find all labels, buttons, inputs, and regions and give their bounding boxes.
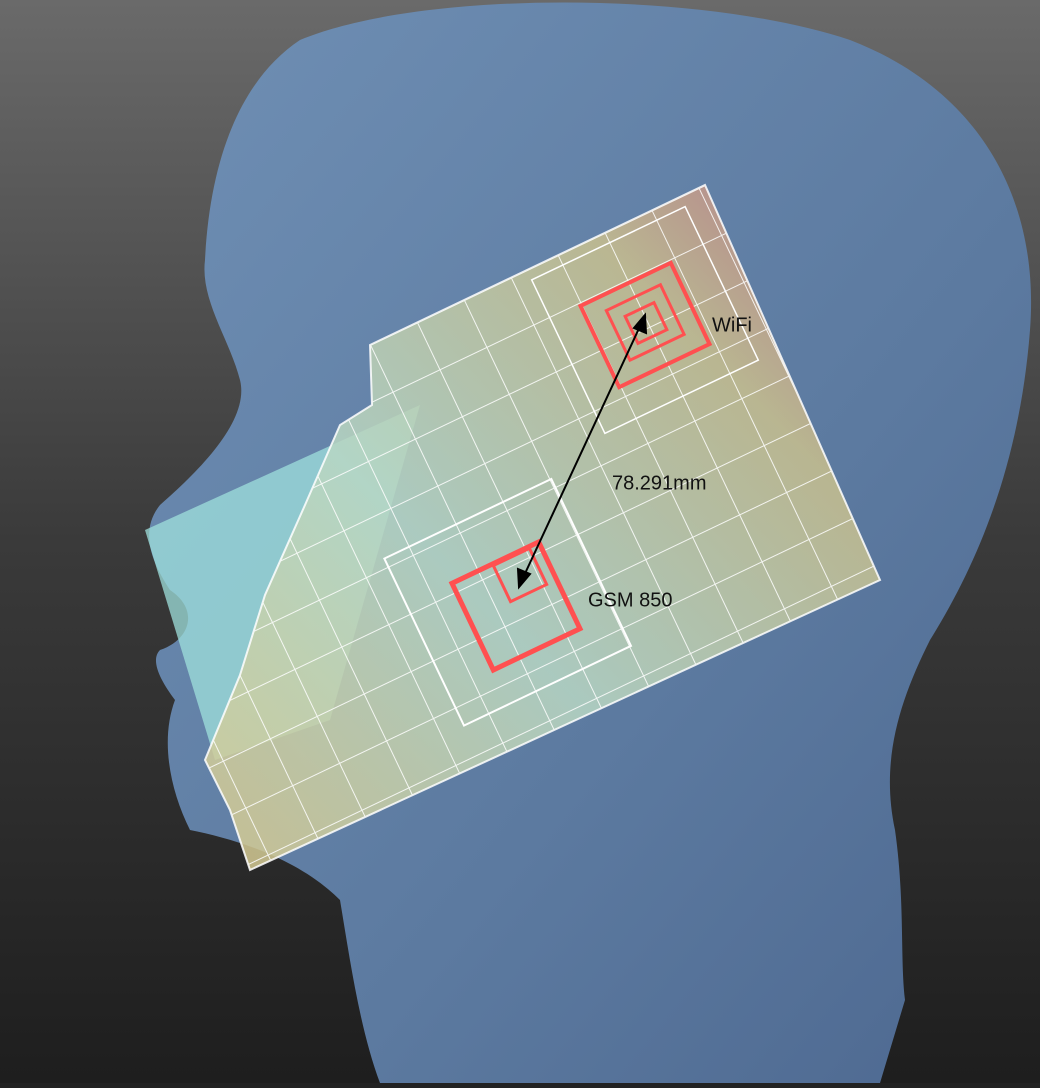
distance-label: 78.291mm xyxy=(612,472,707,494)
wifi-label: WiFi xyxy=(712,314,752,336)
distance-arrow xyxy=(516,312,648,590)
scan-grid xyxy=(203,183,882,872)
gsm-zoom xyxy=(383,477,633,727)
gsm-label: GSM 850 xyxy=(588,589,672,611)
wifi-zoom xyxy=(530,205,760,435)
